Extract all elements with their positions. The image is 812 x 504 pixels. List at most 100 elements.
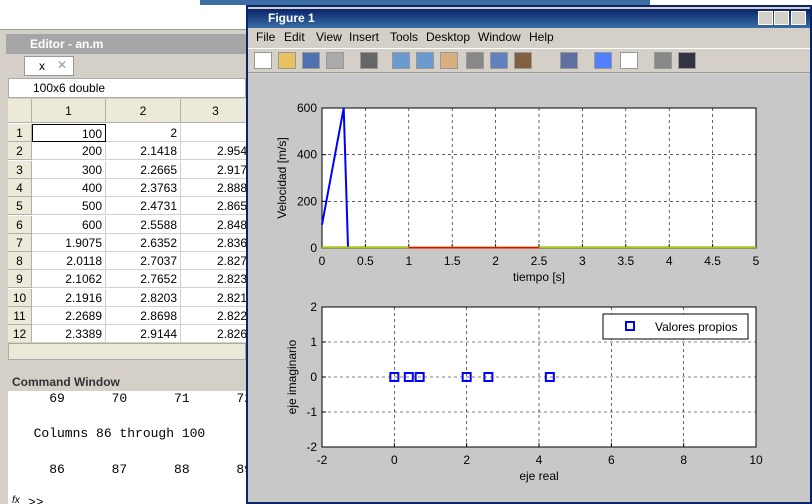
command-line: Columns 86 through 100	[18, 426, 206, 441]
toolbar-button[interactable]	[678, 52, 696, 69]
menu-item[interactable]: Window	[478, 30, 521, 44]
table-cell[interactable]: 600	[32, 215, 106, 234]
figure-titlebar: Figure 1	[248, 9, 810, 28]
variable-size-bar: 100x6 double	[8, 78, 246, 98]
y-tick-label: 400	[297, 148, 317, 162]
tab-label: x	[39, 59, 45, 73]
editor-tab[interactable]: x ✕	[24, 56, 74, 76]
table-cell[interactable]: 2.8203	[106, 288, 181, 307]
tab-close[interactable]: ✕	[57, 58, 68, 72]
table-cell[interactable]: 2.836	[181, 233, 246, 252]
table-cell[interactable]: 2.7037	[106, 252, 181, 271]
toolbar-button[interactable]	[302, 52, 320, 69]
command-titlebar: Command Window	[6, 372, 246, 391]
table-cell[interactable]: 2.823	[181, 270, 246, 289]
h-scrollbar[interactable]	[8, 343, 246, 360]
close-button[interactable]	[791, 11, 806, 25]
x-tick-label: 3	[579, 254, 586, 268]
x-tick-label: -2	[317, 453, 328, 467]
row-header: 9	[8, 270, 32, 289]
toolbar-button[interactable]	[594, 52, 612, 69]
table-cell[interactable]: 500	[32, 197, 106, 216]
toolbar	[248, 48, 810, 73]
table-cell[interactable]: 2.888	[181, 178, 246, 197]
table-cell[interactable]: 2.7652	[106, 270, 181, 289]
x-tick-label: 0	[391, 453, 398, 467]
table-cell[interactable]: 2.1062	[32, 270, 106, 289]
x-tick-label: 0	[319, 254, 326, 268]
x-tick-label: 2	[492, 254, 499, 268]
row-header: 4	[8, 178, 32, 197]
minimize-button[interactable]	[758, 11, 773, 25]
toolbar-button[interactable]	[654, 52, 672, 69]
row-header: 6	[8, 215, 32, 234]
x-tick-label: 8	[680, 453, 687, 467]
table-cell[interactable]: 2.5588	[106, 215, 181, 234]
menu-item[interactable]: Edit	[284, 30, 305, 44]
table-cell[interactable]: 2.848	[181, 215, 246, 234]
maximize-button[interactable]	[774, 11, 789, 25]
table-cell[interactable]: 2.3763	[106, 178, 181, 197]
prompt: >>	[28, 495, 44, 504]
table-cell[interactable]	[181, 124, 246, 142]
x-tick-label: 0.5	[357, 254, 374, 268]
table-cell[interactable]: 2.821	[181, 288, 246, 307]
toolbar-button[interactable]	[254, 52, 272, 69]
table-cell[interactable]: 2.826	[181, 325, 246, 342]
table-cell[interactable]: 2.827	[181, 252, 246, 271]
toolbar-button[interactable]	[440, 52, 458, 69]
table-cell[interactable]: 200	[32, 142, 106, 161]
row-header: 10	[8, 288, 32, 307]
table-cell[interactable]: 1.9075	[32, 233, 106, 252]
toolbar-button[interactable]	[326, 52, 344, 69]
data-point	[414, 372, 425, 382]
y-tick-label: 600	[297, 101, 317, 115]
table-cell[interactable]: 2.1916	[32, 288, 106, 307]
y-tick-label: -2	[306, 440, 317, 454]
table-cell[interactable]: 2.954	[181, 142, 246, 161]
table-cell[interactable]: 2.8698	[106, 307, 181, 325]
y-tick-label: 200	[297, 194, 317, 208]
table-cell[interactable]: 2.917	[181, 160, 246, 179]
table-cell[interactable]: 2.2665	[106, 160, 181, 179]
toolbar-button[interactable]	[620, 52, 638, 69]
command-line: 86 87 88 89	[18, 462, 246, 477]
x-axis-label: tiempo [s]	[513, 270, 565, 284]
table-cell[interactable]: 2.822	[181, 307, 246, 325]
taskbar-strip	[200, 0, 650, 5]
toolbar-button[interactable]	[392, 52, 410, 69]
x-tick-label: 2.5	[531, 254, 548, 268]
menu-item[interactable]: Help	[529, 30, 554, 44]
table-cell[interactable]: 2.1418	[106, 142, 181, 161]
table-cell[interactable]: 2.865	[181, 197, 246, 216]
toolbar-button[interactable]	[360, 52, 378, 69]
x-tick-label: 1	[405, 254, 412, 268]
menu-item[interactable]: Tools	[390, 30, 419, 44]
table-cell[interactable]: 2.3389	[32, 325, 106, 342]
table-cell[interactable]: 2.9144	[106, 325, 181, 342]
toolbar-button[interactable]	[560, 52, 578, 69]
x-tick-label: 4	[666, 254, 673, 268]
toolbar-button[interactable]	[514, 52, 532, 69]
legend-marker	[625, 321, 635, 331]
x-tick-label: 10	[749, 453, 763, 467]
menu-item[interactable]: View	[316, 30, 342, 44]
table-cell[interactable]: 2.4731	[106, 197, 181, 216]
table-cell[interactable]: 2.6352	[106, 233, 181, 252]
table-cell[interactable]: 100	[32, 124, 106, 142]
toolbar-button[interactable]	[490, 52, 508, 69]
menu-item[interactable]: File	[256, 30, 276, 44]
table-cell[interactable]: 300	[32, 160, 106, 179]
toolbar-button[interactable]	[466, 52, 484, 69]
toolbar-button[interactable]	[416, 52, 434, 69]
table-cell[interactable]: 400	[32, 178, 106, 197]
menu-item[interactable]: Insert	[349, 30, 380, 44]
table-cell[interactable]: 2	[106, 124, 181, 142]
table-cell[interactable]: 2.2689	[32, 307, 106, 325]
data-point	[389, 372, 400, 382]
menu-item[interactable]: Desktop	[426, 30, 471, 44]
toolbar-button[interactable]	[278, 52, 296, 69]
table-cell[interactable]: 2.0118	[32, 252, 106, 271]
